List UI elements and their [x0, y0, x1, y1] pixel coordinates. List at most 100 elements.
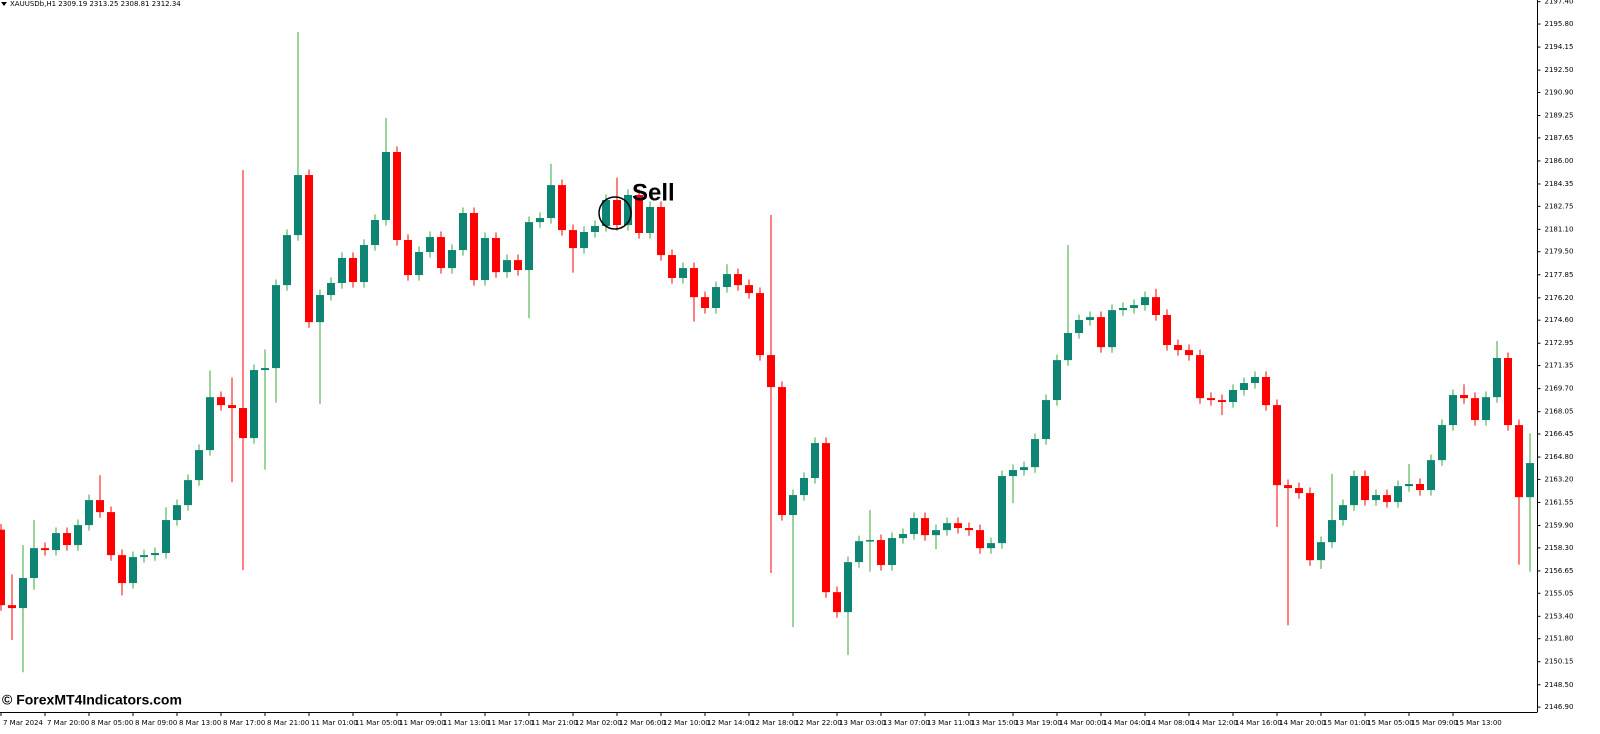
- x-tick-label: 8 Mar 13:00: [179, 719, 221, 727]
- candle-body: [1020, 467, 1028, 471]
- x-tick-label: 15 Mar 09:00: [1411, 719, 1458, 727]
- y-tick-label: 2150.15: [1545, 658, 1574, 666]
- candle-body: [360, 245, 368, 283]
- x-tick-label: 11 Mar 01:00: [311, 719, 358, 727]
- candle-body: [800, 478, 808, 496]
- candle-body: [415, 252, 423, 276]
- y-tick-label: 2182.75: [1545, 202, 1574, 210]
- x-tick-label: 11 Mar 05:00: [355, 719, 402, 727]
- candle-body: [657, 207, 665, 256]
- candle-body: [1361, 476, 1369, 501]
- candle-body: [1460, 395, 1468, 399]
- x-tick-label: 12 Mar 06:00: [619, 719, 666, 727]
- y-tick-label: 2166.45: [1545, 430, 1574, 438]
- candle-body: [734, 274, 742, 286]
- candle-body: [635, 195, 643, 234]
- candle-body: [580, 232, 588, 249]
- candle-body: [1152, 297, 1160, 316]
- candle-body: [239, 408, 247, 439]
- x-tick-label: 12 Mar 14:00: [707, 719, 754, 727]
- candle-body: [1317, 542, 1325, 561]
- y-tick-label: 2148.50: [1545, 681, 1574, 689]
- candle-body: [932, 530, 940, 536]
- candle-body: [712, 287, 720, 309]
- x-tick-label: 8 Mar 17:00: [223, 719, 265, 727]
- x-tick-label: 12 Mar 22:00: [795, 719, 842, 727]
- candle-body: [338, 258, 346, 284]
- candle-body: [1405, 484, 1413, 487]
- candle-body: [162, 520, 170, 554]
- candle-body: [437, 237, 445, 269]
- candle-body: [1328, 520, 1336, 543]
- candle-body: [1218, 400, 1226, 403]
- candle-body: [1009, 470, 1017, 477]
- candle-body: [547, 185, 555, 219]
- candle-body: [822, 443, 830, 593]
- x-tick-label: 14 Mar 08:00: [1147, 719, 1194, 727]
- candle-body: [19, 578, 27, 609]
- candle-body: [965, 528, 973, 531]
- candle-body: [228, 405, 236, 409]
- candle-body: [1141, 297, 1149, 306]
- candle-body: [569, 230, 577, 249]
- candle-body: [921, 518, 929, 536]
- y-tick-label: 2171.35: [1545, 362, 1574, 370]
- candle-body: [536, 218, 544, 223]
- candle-body: [52, 533, 60, 551]
- candle-body: [30, 548, 38, 579]
- candle-body: [492, 238, 500, 273]
- candle-body: [1174, 345, 1182, 351]
- candle-body: [844, 562, 852, 613]
- y-tick-label: 2168.05: [1545, 408, 1574, 416]
- x-tick-label: 11 Mar 21:00: [531, 719, 578, 727]
- candle-body: [151, 553, 159, 556]
- candle-body: [1416, 484, 1424, 491]
- candle-body: [173, 505, 181, 521]
- candle-body: [8, 605, 16, 609]
- candle-body: [316, 295, 324, 323]
- candle-body: [899, 534, 907, 539]
- y-tick-label: 2192.50: [1545, 66, 1574, 74]
- candle-body: [558, 185, 566, 231]
- x-tick-label: 11 Mar 09:00: [399, 719, 446, 727]
- candle-body: [1251, 377, 1259, 384]
- y-tick-label: 2195.80: [1545, 20, 1574, 28]
- candle-body: [756, 293, 764, 356]
- candle-body: [371, 220, 379, 246]
- candle-body: [1273, 405, 1281, 486]
- watermark: © ForexMT4Indicators.com: [2, 692, 182, 708]
- candle-body: [1493, 358, 1501, 398]
- candle-body: [1240, 383, 1248, 391]
- x-tick-label: 15 Mar 13:00: [1455, 719, 1502, 727]
- x-tick-label: 11 Mar 13:00: [443, 719, 490, 727]
- candle-body: [767, 355, 775, 388]
- y-tick-label: 2172.95: [1545, 339, 1574, 347]
- annotation: Sell: [632, 179, 675, 206]
- candle-body: [261, 368, 269, 371]
- candle-body: [1471, 398, 1479, 421]
- candle-body: [613, 200, 621, 226]
- candle-body: [1196, 355, 1204, 399]
- candle-body: [745, 285, 753, 294]
- candle-body: [1504, 358, 1512, 426]
- candle-body: [789, 495, 797, 516]
- candle-body: [866, 540, 874, 542]
- y-tick-label: 2187.65: [1545, 134, 1574, 142]
- x-tick-label: 13 Mar 07:00: [883, 719, 930, 727]
- candle-body: [1086, 317, 1094, 321]
- x-tick-label: 13 Mar 15:00: [971, 719, 1018, 727]
- candle-body: [85, 500, 93, 526]
- x-tick-label: 15 Mar 05:00: [1367, 719, 1414, 727]
- candle-body: [1383, 495, 1391, 503]
- chart-title: XAUUSDb,H1 2309.19 2313.25 2308.81 2312.…: [10, 0, 181, 8]
- candle-body: [1185, 350, 1193, 356]
- y-tick-label: 2174.60: [1545, 316, 1574, 324]
- x-tick-label: 8 Mar 05:00: [91, 719, 133, 727]
- candle-body: [1207, 398, 1215, 401]
- candle-body: [646, 207, 654, 234]
- candle-body: [1526, 463, 1534, 498]
- x-tick-label: 12 Mar 02:00: [575, 719, 622, 727]
- candle-body: [1350, 476, 1358, 506]
- candle-body: [1119, 308, 1127, 311]
- candle-body: [382, 151, 390, 221]
